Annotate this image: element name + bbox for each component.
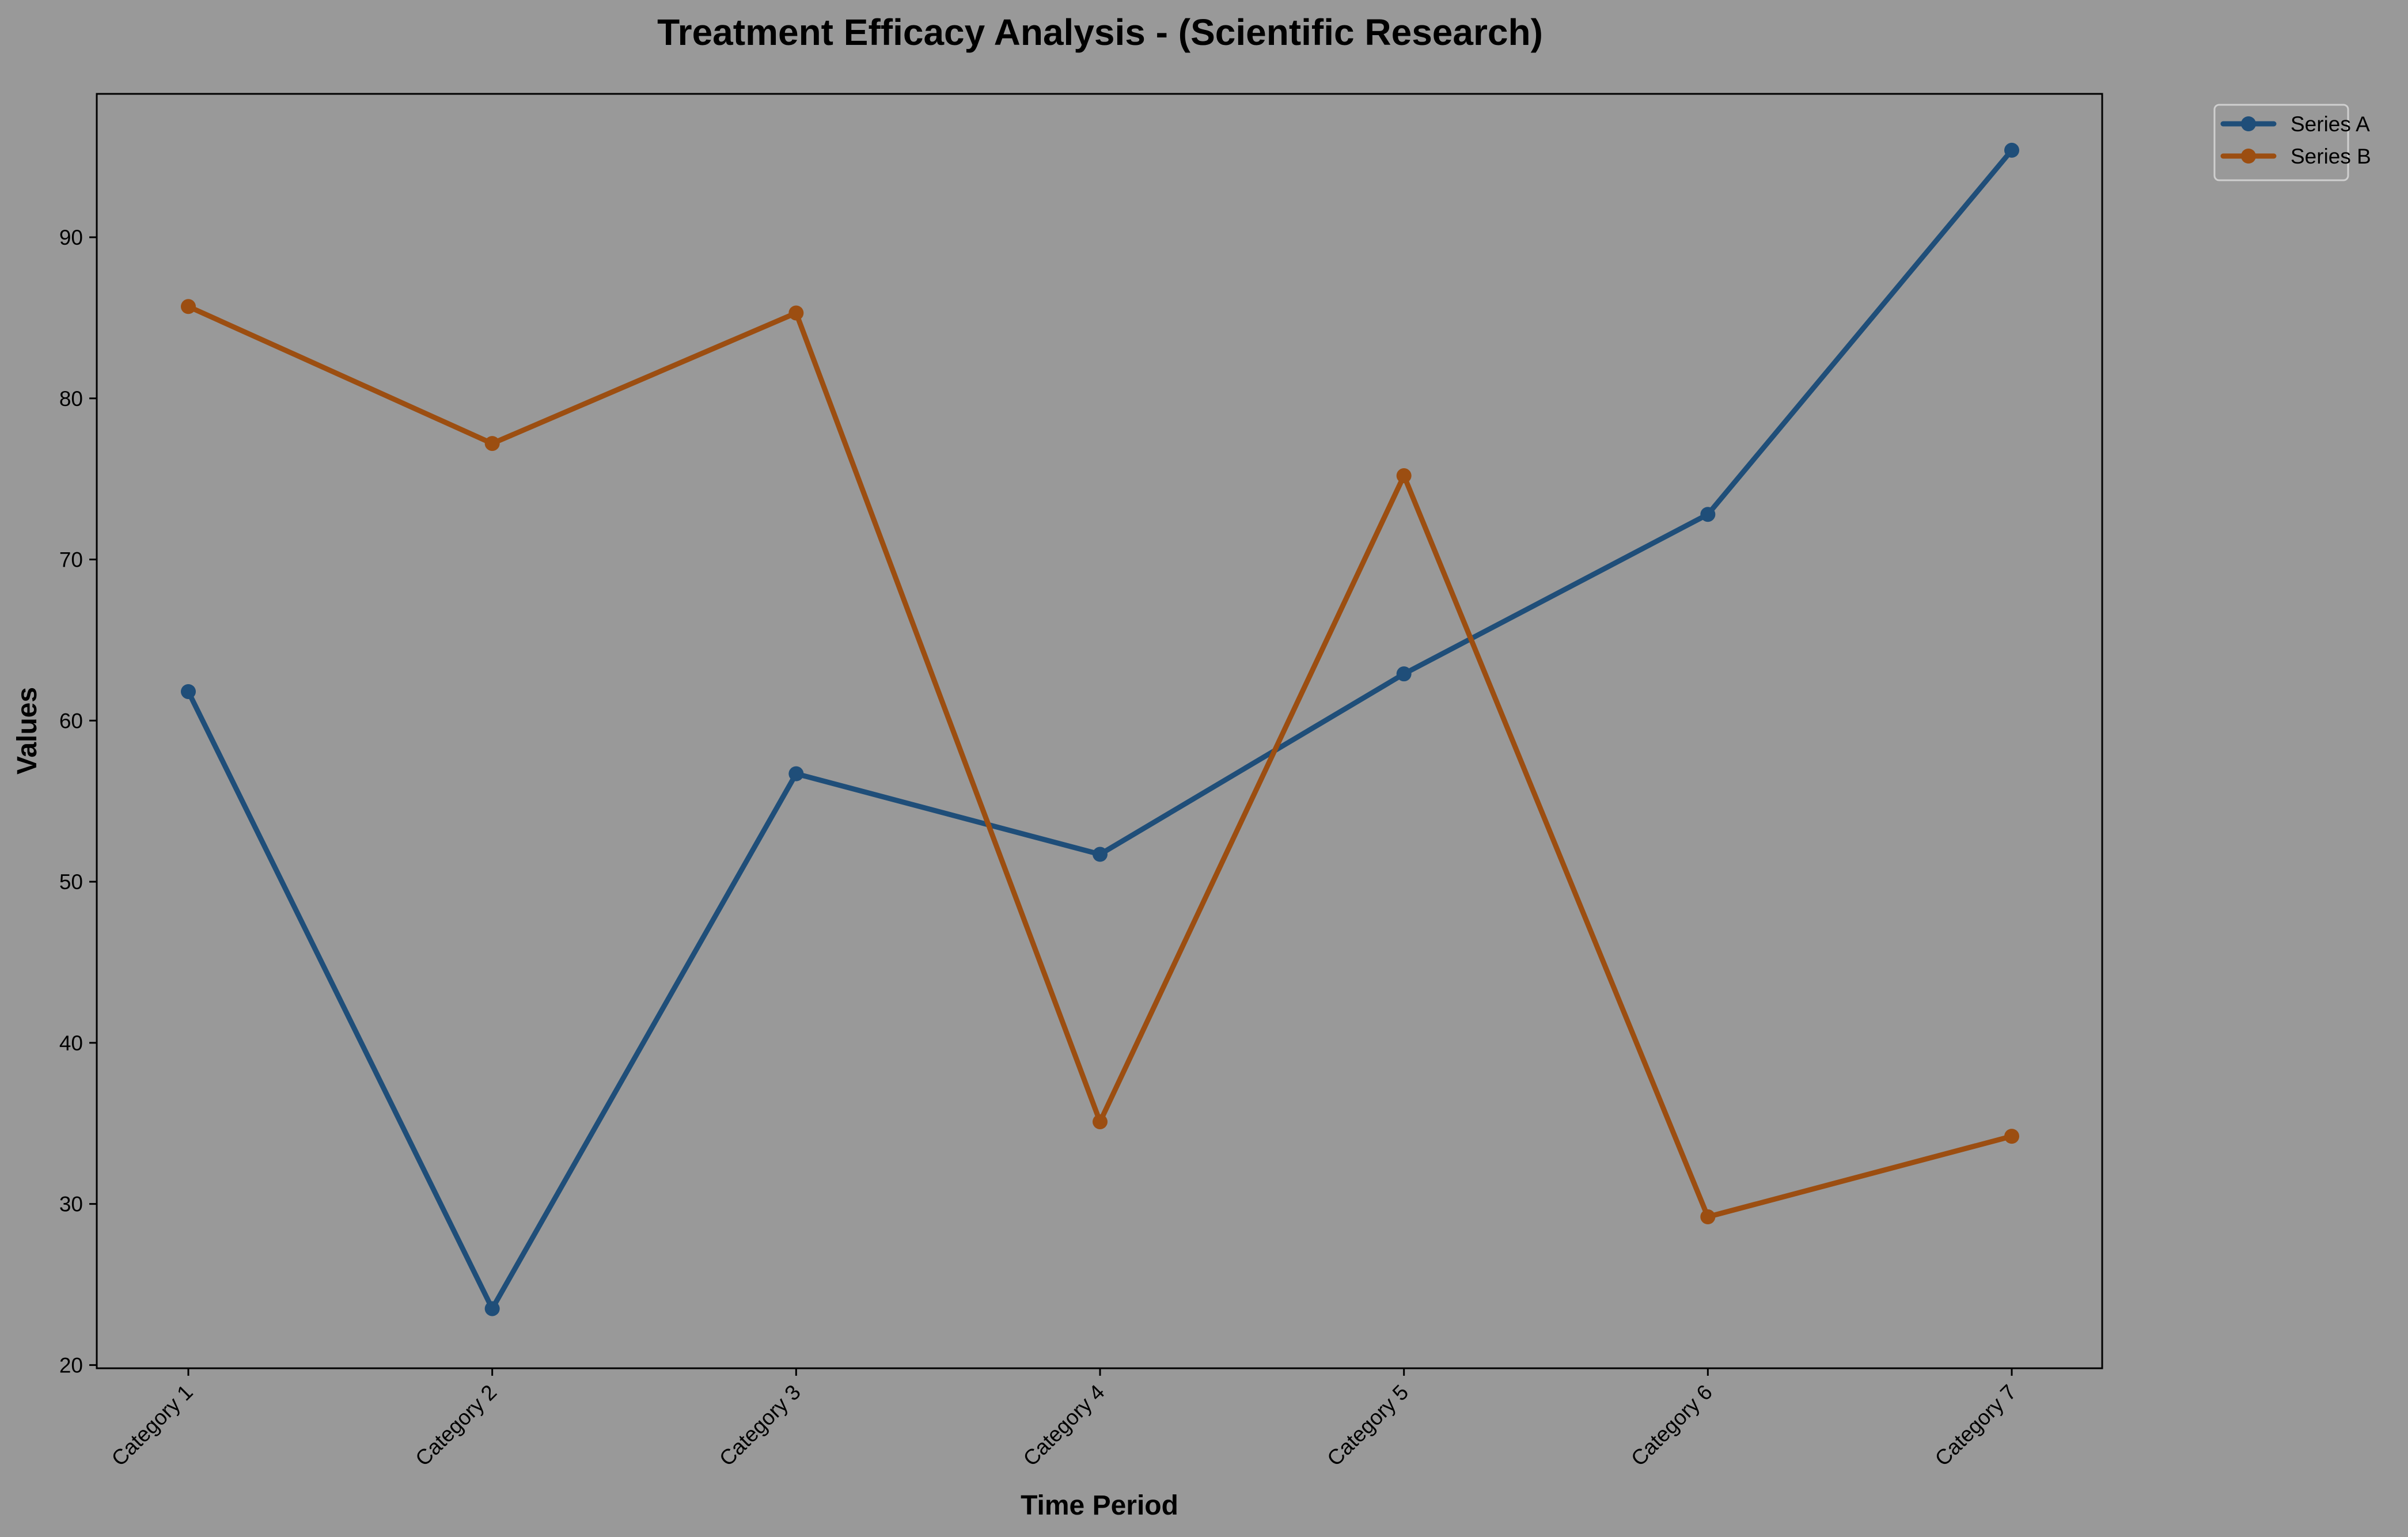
y-tick-label: 20: [59, 1353, 83, 1377]
y-tick-label: 30: [59, 1193, 83, 1216]
legend-marker: [2241, 149, 2256, 164]
y-tick-label: 90: [59, 226, 83, 249]
legend-item: Series A: [2220, 112, 2370, 136]
legend-label: Series A: [2291, 112, 2370, 136]
legend-items: Series A Series B: [2220, 112, 2371, 168]
y-axis-label: Values: [12, 687, 43, 775]
chart-title: Treatment Efficacy Analysis - (Scientifi…: [657, 12, 1543, 53]
series-b: [181, 299, 2019, 1225]
y-tick-label: 40: [59, 1031, 83, 1055]
legend-label: Series B: [2291, 145, 2371, 168]
series-layer: [181, 142, 2019, 1316]
data-point: [2004, 142, 2019, 158]
data-point: [1396, 666, 1412, 682]
legend: Series A Series B: [2213, 104, 2371, 181]
legend-item: Series B: [2220, 145, 2371, 168]
data-point: [1396, 468, 1412, 484]
series-a: [181, 142, 2019, 1316]
data-point: [181, 299, 196, 314]
legend-marker: [2241, 116, 2256, 131]
data-point: [788, 305, 804, 321]
data-point: [181, 684, 196, 699]
data-point: [1700, 1209, 1716, 1225]
y-axis: 20 30 40 50 60 70 80 90: [59, 226, 97, 1377]
data-point: [484, 1301, 500, 1316]
y-tick-label: 50: [59, 870, 83, 894]
y-tick-label: 70: [59, 548, 83, 572]
data-point: [2004, 1129, 2019, 1144]
data-point: [1700, 507, 1716, 522]
data-point: [1093, 847, 1108, 862]
y-tick-label: 60: [59, 709, 83, 733]
x-axis-label: Time Period: [1021, 1490, 1178, 1521]
data-point: [788, 766, 804, 781]
data-point: [484, 436, 500, 451]
data-point: [1093, 1114, 1108, 1129]
y-tick-label: 80: [59, 387, 83, 411]
plot-area: [96, 93, 2103, 1369]
